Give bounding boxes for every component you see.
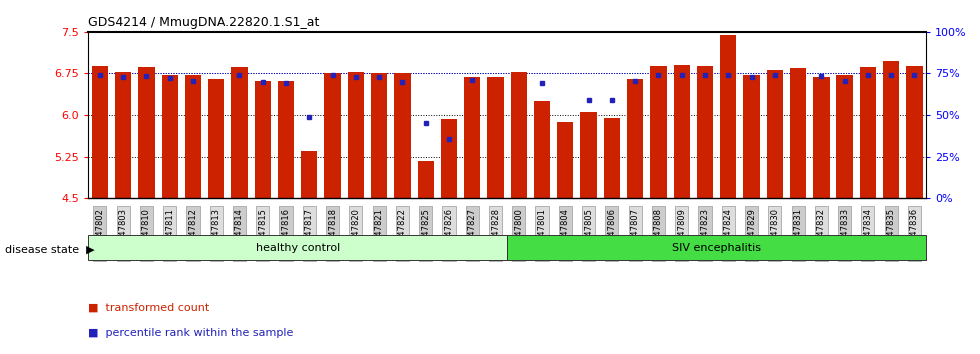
Text: healthy control: healthy control: [256, 243, 340, 253]
Bar: [88, 235, 508, 260]
Bar: [534, 101, 550, 198]
Text: GDS4214 / MmugDNA.22820.1.S1_at: GDS4214 / MmugDNA.22820.1.S1_at: [88, 16, 319, 29]
Bar: [627, 79, 643, 198]
Bar: [115, 72, 131, 198]
Bar: [720, 35, 736, 198]
Bar: [766, 70, 783, 198]
Bar: [511, 72, 527, 198]
Bar: [673, 65, 690, 198]
Bar: [465, 77, 480, 198]
Bar: [837, 75, 853, 198]
Bar: [185, 75, 201, 198]
Bar: [790, 68, 807, 198]
Bar: [744, 75, 760, 198]
Bar: [441, 120, 457, 198]
Bar: [813, 77, 829, 198]
Bar: [255, 81, 270, 198]
Bar: [651, 66, 666, 198]
Bar: [301, 151, 318, 198]
Bar: [138, 67, 155, 198]
Bar: [580, 112, 597, 198]
Bar: [604, 118, 620, 198]
Text: SIV encephalitis: SIV encephalitis: [672, 243, 761, 253]
Bar: [697, 66, 713, 198]
Bar: [371, 74, 387, 198]
Bar: [487, 77, 504, 198]
Bar: [394, 74, 411, 198]
Bar: [92, 66, 108, 198]
Bar: [162, 75, 177, 198]
Bar: [508, 235, 926, 260]
Bar: [324, 74, 341, 198]
Bar: [208, 79, 224, 198]
Bar: [906, 66, 922, 198]
Bar: [348, 72, 364, 198]
Bar: [558, 122, 573, 198]
Bar: [231, 67, 248, 198]
Text: disease state  ▶: disease state ▶: [5, 245, 94, 255]
Bar: [883, 61, 900, 198]
Text: ■  percentile rank within the sample: ■ percentile rank within the sample: [88, 328, 294, 338]
Text: ■  transformed count: ■ transformed count: [88, 303, 210, 313]
Bar: [417, 161, 434, 198]
Bar: [859, 67, 876, 198]
Bar: [278, 81, 294, 198]
